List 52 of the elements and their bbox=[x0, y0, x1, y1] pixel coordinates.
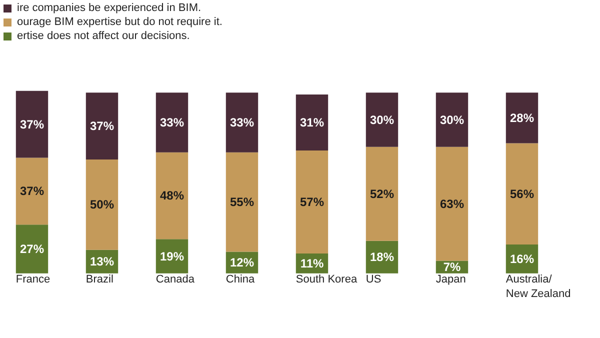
data-label: 11% bbox=[300, 256, 324, 270]
bar bbox=[366, 92, 398, 147]
data-label: 12% bbox=[230, 256, 254, 270]
data-label: 55% bbox=[230, 195, 254, 210]
data-label: 18% bbox=[370, 250, 394, 264]
data-label: 30% bbox=[440, 112, 464, 127]
bar bbox=[436, 146, 468, 261]
bar bbox=[16, 90, 48, 158]
data-label: 57% bbox=[300, 195, 324, 210]
data-label: 37% bbox=[20, 117, 44, 132]
data-label: 37% bbox=[20, 184, 44, 198]
bar bbox=[506, 143, 538, 245]
legend-label: ire companies be experienced in BIM. bbox=[17, 2, 202, 14]
data-label: 63% bbox=[440, 196, 464, 211]
x-tick-label: Brazil bbox=[86, 274, 114, 286]
data-label: 7% bbox=[443, 260, 461, 274]
bar bbox=[86, 92, 118, 160]
bar bbox=[86, 160, 118, 250]
legend-label: ertise does not affect our decisions. bbox=[17, 30, 190, 42]
bar bbox=[226, 152, 258, 252]
data-label: 31% bbox=[300, 116, 324, 130]
bar bbox=[16, 158, 48, 225]
bar bbox=[156, 92, 188, 152]
x-tick-label: France bbox=[16, 274, 50, 286]
data-label: 48% bbox=[160, 188, 184, 203]
x-tick-label: China bbox=[226, 274, 256, 286]
data-label: 19% bbox=[160, 249, 184, 264]
x-tick-label: US bbox=[366, 274, 382, 286]
x-tick-label: Australia/ New Zealand bbox=[506, 274, 571, 300]
legend-label: ourage BIM expertise but do not require it. bbox=[17, 16, 222, 28]
bar bbox=[366, 146, 398, 241]
bar bbox=[156, 152, 188, 240]
x-tick-label: Canada bbox=[156, 274, 196, 286]
x-tick-label: South Korea bbox=[296, 274, 358, 286]
bar bbox=[226, 92, 258, 152]
data-label: 27% bbox=[20, 242, 44, 256]
data-label: 50% bbox=[90, 198, 114, 212]
bar bbox=[296, 94, 328, 151]
data-label: 56% bbox=[510, 186, 534, 201]
bar bbox=[506, 92, 538, 144]
data-label: 52% bbox=[370, 186, 394, 201]
bar bbox=[16, 224, 48, 274]
data-label: 28% bbox=[510, 110, 534, 125]
data-label: 33% bbox=[160, 116, 184, 130]
data-label: 16% bbox=[510, 252, 534, 266]
data-label: 13% bbox=[90, 254, 114, 269]
bar bbox=[296, 150, 328, 254]
bar bbox=[436, 92, 468, 147]
data-label: 33% bbox=[230, 116, 254, 130]
data-label: 37% bbox=[90, 119, 114, 134]
x-tick-label: Japan bbox=[436, 274, 466, 286]
data-label: 30% bbox=[370, 112, 394, 127]
